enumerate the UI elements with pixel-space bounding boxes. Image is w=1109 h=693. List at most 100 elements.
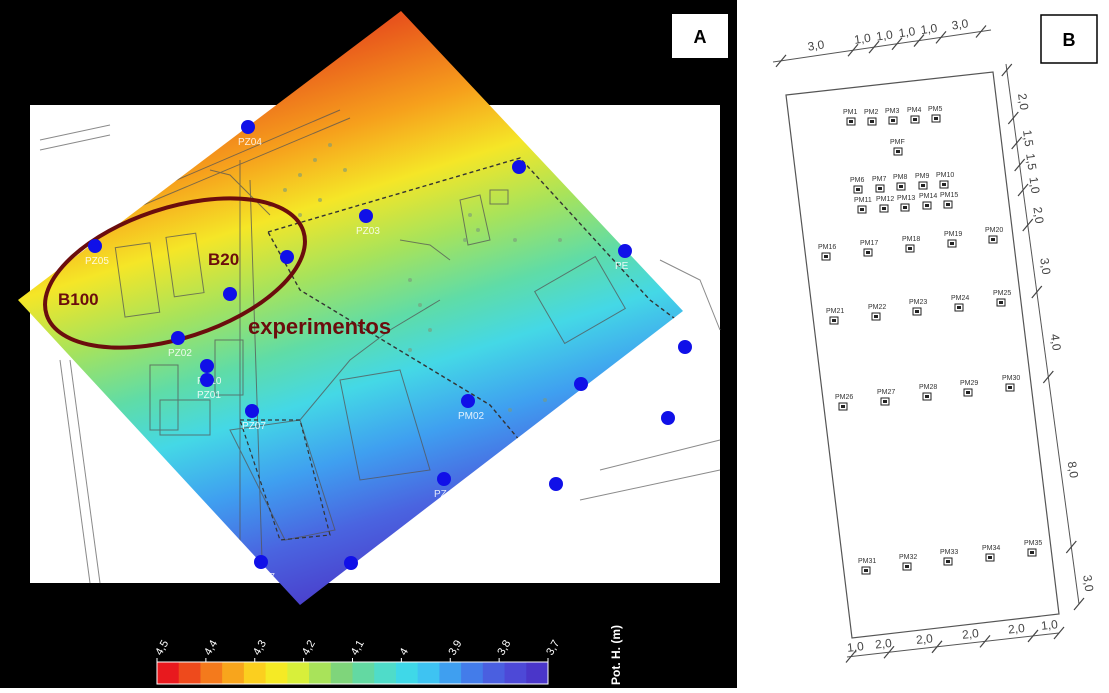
monitoring-point-label: PM3 — [885, 108, 900, 115]
piezometer-well — [88, 239, 102, 253]
right-dimension-label: 1,5 — [1020, 129, 1036, 148]
monitoring-point-core — [934, 117, 938, 120]
piezometer-wells: PZ04PZ05PZ03PZ02PB10PZ01PZ07PEPM02PZPZ07 — [85, 120, 692, 583]
piezometer-well — [245, 404, 259, 418]
piezometer-label: PZ05 — [85, 256, 109, 267]
piezometer-label: PZ03 — [356, 226, 380, 237]
monitoring-point: PM17 — [860, 240, 878, 257]
monitoring-point-label: PM4 — [907, 107, 922, 114]
bottom-dimension-label: 2,0 — [874, 636, 892, 652]
monitoring-point-core — [991, 238, 995, 241]
monitoring-point: PM32 — [899, 554, 917, 571]
piezometer-label: PZ — [434, 489, 447, 500]
monitoring-point-core — [925, 395, 929, 398]
dimension-tick — [1027, 629, 1039, 643]
right-dimension-ticks: 2,0 1,5 1,5 1,0 2,0 3,0 4,0 8,0 3,0 — [1001, 63, 1096, 611]
color-scale-tick-label: 3,8 — [495, 638, 513, 657]
color-scale-swatch — [482, 662, 506, 684]
top-dimension-label: 3,0 — [807, 37, 826, 53]
panel-b: 3,0 1,0 1,0 1,0 1,0 3,0 2,0 1,5 1,5 1,0 2,0 3,0 4,0… — [741, 0, 1109, 688]
monitoring-point-label: PM33 — [940, 549, 958, 556]
piezometer-label: PE — [615, 261, 629, 272]
monitoring-point-core — [882, 207, 886, 210]
piezometer-well — [549, 477, 563, 491]
piezometer-well — [512, 160, 526, 174]
piezometer-label: PZ04 — [238, 137, 262, 148]
monitoring-point: PM7 — [872, 176, 887, 193]
monitoring-point-label: PM18 — [902, 236, 920, 243]
label-experimentos: experimentos — [248, 314, 391, 339]
dimension-tick — [1031, 285, 1043, 299]
top-dimension-label: 1,0 — [898, 24, 917, 40]
dimension-tick — [883, 645, 895, 659]
dimension-tick — [1007, 111, 1019, 125]
monitoring-points: PM1 PM2 PM3 PM4 PM5 PMF PM6 PM7 PM8 PM9 PM10 PM11 PM… — [818, 106, 1042, 575]
monitoring-point-core — [856, 188, 860, 191]
plot-outline — [785, 71, 1060, 639]
piezometer-well — [223, 287, 237, 301]
piezometer-well — [280, 250, 294, 264]
top-dimension-line — [772, 29, 992, 63]
monitoring-point: PMF — [890, 139, 905, 156]
right-dimension-line — [1005, 63, 1080, 605]
monitoring-point: PM29 — [960, 380, 978, 397]
panel-b-label: B — [1063, 30, 1076, 50]
monitoring-point-label: PM20 — [985, 227, 1003, 234]
bottom-dimension-label: 1,0 — [1040, 617, 1058, 633]
color-scale-swatch — [287, 662, 310, 684]
right-dimension-label: 3,0 — [1037, 257, 1053, 276]
color-scale-swatch — [243, 662, 267, 684]
color-scale-title: Pot. H. (m) — [609, 625, 623, 685]
dimension-tick — [1073, 597, 1085, 611]
right-dimension-label: 4,0 — [1048, 333, 1064, 352]
monitoring-point-label: PM12 — [876, 196, 894, 203]
piezometer-well — [461, 394, 475, 408]
monitoring-point-core — [946, 203, 950, 206]
monitoring-point: PM16 — [818, 244, 836, 261]
panel-a-label: A — [694, 27, 707, 47]
monitoring-point-core — [1008, 386, 1012, 389]
color-scale-swatch — [352, 662, 375, 684]
monitoring-point-label: PM1 — [843, 109, 858, 116]
monitoring-point: PM35 — [1024, 540, 1042, 557]
monitoring-point-core — [913, 118, 917, 121]
monitoring-layout: 3,0 1,0 1,0 1,0 1,0 3,0 2,01,51,51,02,03,04,0… — [772, 14, 1098, 663]
monitoring-point: PM25 — [993, 290, 1011, 307]
color-scale-swatch — [504, 662, 527, 684]
dimension-tick — [847, 43, 859, 57]
monitoring-point: PM4 — [907, 107, 922, 124]
piezometer-well — [344, 556, 358, 570]
monitoring-point-core — [925, 204, 929, 207]
right-dimension-label: 3,0 — [1080, 574, 1096, 593]
dimension-tick — [913, 34, 925, 47]
color-scale-swatch — [330, 662, 353, 684]
color-scale-swatch — [178, 662, 201, 684]
color-scale-tick-label: 4,1 — [349, 638, 367, 657]
monitoring-point-label: PM13 — [897, 195, 915, 202]
monitoring-point-label: PM9 — [915, 173, 930, 180]
piezometer-well — [437, 472, 451, 486]
monitoring-point-label: PM27 — [877, 389, 895, 396]
top-dimension-label: 1,0 — [853, 31, 872, 47]
monitoring-point-label: PMF — [890, 139, 905, 146]
right-dimension-label: 8,0 — [1065, 460, 1081, 479]
piezometer-label: PZ07 — [242, 421, 266, 432]
bottom-dimension-ticks: 1,0 2,0 2,0 2,0 2,0 1,0 — [845, 617, 1065, 663]
piezometer-well — [678, 340, 692, 354]
top-dimension-label: 1,0 — [920, 21, 939, 37]
monitoring-point-label: PM6 — [850, 177, 865, 184]
monitoring-point-core — [860, 208, 864, 211]
monitoring-point: PM6 — [850, 177, 865, 194]
monitoring-point-label: PM8 — [893, 174, 908, 181]
monitoring-point: PM9 — [915, 173, 930, 190]
monitoring-point-core — [957, 306, 961, 309]
monitoring-point-core — [905, 565, 909, 568]
right-dimension-label: 2,0 — [1015, 92, 1031, 111]
dimension-tick — [775, 54, 787, 68]
dimension-tick — [1011, 136, 1023, 150]
monitoring-point-core — [915, 310, 919, 313]
piezometer-well — [241, 120, 255, 134]
monitoring-point: PM28 — [919, 384, 937, 401]
monitoring-point: PM14 — [919, 193, 937, 210]
monitoring-point-label: PM25 — [993, 290, 1011, 297]
